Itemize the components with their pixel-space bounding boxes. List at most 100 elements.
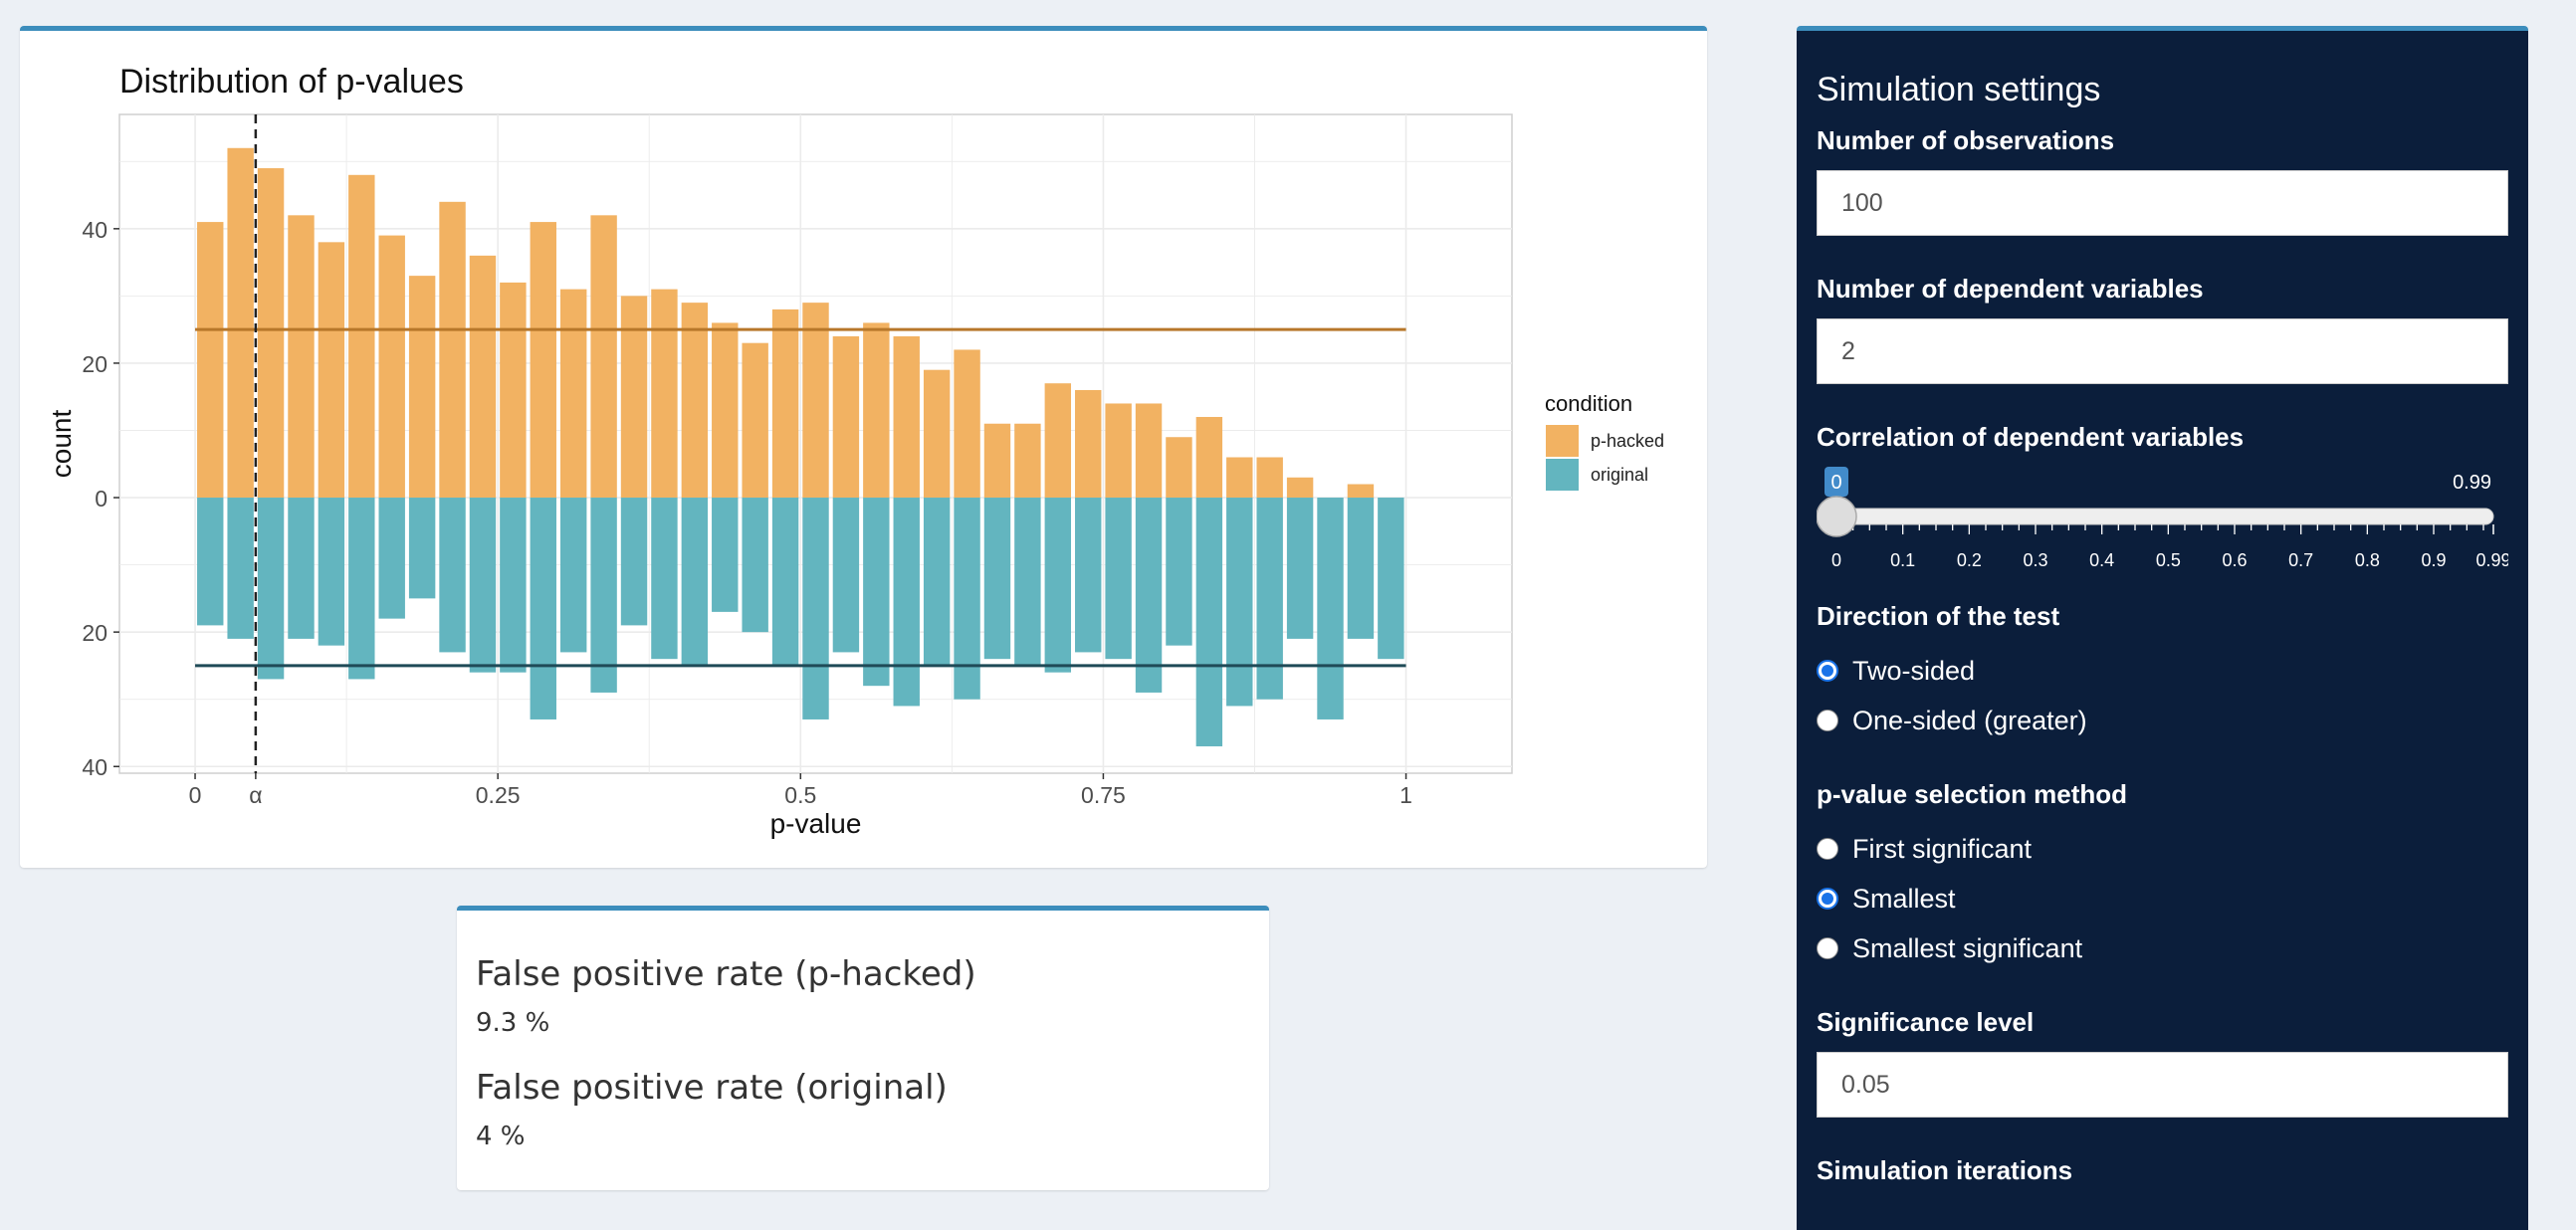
bar-original bbox=[378, 498, 405, 619]
bar-p-hacked bbox=[469, 255, 497, 499]
x-axis-label: p-value bbox=[770, 808, 862, 839]
alpha-label: Significance level bbox=[1817, 1007, 2035, 1037]
slider-handle[interactable] bbox=[1816, 496, 1857, 537]
bar-original bbox=[1256, 498, 1283, 700]
y-axis-label: count bbox=[46, 410, 77, 479]
bar-p-hacked bbox=[742, 342, 768, 499]
bar-original bbox=[559, 498, 587, 653]
y-tick-label: 40 bbox=[82, 217, 107, 243]
x-tick-label: 0.25 bbox=[476, 782, 521, 808]
radio-button[interactable] bbox=[1817, 937, 1838, 959]
method-option-label: Smallest significant bbox=[1852, 932, 2083, 963]
slider-tick-label: 0.99 bbox=[2475, 550, 2508, 570]
radio-button[interactable] bbox=[1817, 660, 1838, 682]
bar-original bbox=[802, 498, 829, 719]
bar-p-hacked bbox=[288, 215, 315, 499]
bar-p-hacked bbox=[559, 289, 587, 499]
bar-p-hacked bbox=[348, 174, 375, 499]
method-label: p-value selection method bbox=[1817, 779, 2128, 809]
corr-label: Correlation of dependent variables bbox=[1817, 422, 2245, 452]
bar-p-hacked bbox=[771, 308, 799, 499]
bar-p-hacked bbox=[439, 201, 466, 499]
bar-original bbox=[620, 498, 648, 626]
legend-swatch bbox=[1546, 459, 1579, 491]
bar-original bbox=[681, 498, 709, 666]
direction-options: Two-sided One-sided (greater) bbox=[1817, 646, 2508, 745]
bar-original bbox=[288, 498, 315, 639]
bar-p-hacked bbox=[832, 335, 860, 499]
pvalue-histogram: Distribution of p-values 40 20 0 20 40 0 α 0.25 0… bbox=[46, 63, 1664, 839]
bar-original bbox=[318, 498, 345, 646]
corr-slider[interactable]: 0 0.99 0 0.1 0.2 0.3 0.4 0.5 0.6 0.7 0.8 0.9 0.99 bbox=[1816, 467, 2511, 581]
y-tick-label: 0 bbox=[95, 486, 107, 512]
slider-max-label: 0.99 bbox=[2453, 472, 2491, 494]
bar-p-hacked bbox=[318, 242, 345, 499]
bar-original bbox=[1286, 498, 1314, 639]
bar-p-hacked bbox=[1075, 389, 1102, 499]
false-positive-panel: False positive rate (p-hacked) 9.3 % Fal… bbox=[457, 906, 1269, 1190]
original-rate-value: 4 % bbox=[476, 1122, 526, 1151]
bar-p-hacked bbox=[863, 322, 890, 499]
bar-original bbox=[1044, 498, 1072, 673]
method-option[interactable]: Smallest significant bbox=[1817, 923, 2508, 973]
n-dv-input[interactable]: 2 bbox=[1817, 318, 2508, 384]
bar-p-hacked bbox=[893, 335, 920, 499]
bar-original bbox=[1347, 498, 1375, 639]
bar-original bbox=[771, 498, 799, 666]
radio-button[interactable] bbox=[1817, 710, 1838, 731]
n-obs-input[interactable]: 100 bbox=[1817, 170, 2508, 236]
method-option[interactable]: Smallest bbox=[1817, 874, 2508, 923]
n-dv-label: Number of dependent variables bbox=[1817, 274, 2204, 304]
original-rate-label: False positive rate (original) bbox=[476, 1068, 948, 1108]
settings-title: Simulation settings bbox=[1817, 71, 2101, 108]
bar-p-hacked bbox=[500, 282, 527, 499]
hacked-rate-label: False positive rate (p-hacked) bbox=[476, 954, 976, 994]
method-option-label: Smallest bbox=[1852, 883, 1956, 914]
bar-original bbox=[832, 498, 860, 653]
bar-p-hacked bbox=[620, 296, 648, 499]
bar-original bbox=[923, 498, 951, 666]
bar-p-hacked bbox=[1286, 477, 1314, 499]
bar-original bbox=[954, 498, 980, 700]
bar-p-hacked bbox=[378, 235, 405, 499]
bar-original bbox=[893, 498, 920, 707]
method-group: p-value selection method First significa… bbox=[1817, 779, 2508, 973]
bar-original bbox=[1226, 498, 1253, 707]
slider-tick-label: 0.6 bbox=[2222, 550, 2247, 570]
bar-p-hacked bbox=[712, 322, 739, 499]
bar-original bbox=[651, 498, 678, 660]
y-tick-label: 40 bbox=[82, 754, 107, 780]
bar-original bbox=[1105, 498, 1132, 660]
y-tick-label: 20 bbox=[82, 351, 107, 377]
direction-option-label: One-sided (greater) bbox=[1852, 705, 2087, 735]
x-tick-label: 1 bbox=[1399, 782, 1412, 808]
bar-original bbox=[1014, 498, 1041, 666]
plot-panel: Distribution of p-values 40 20 0 20 40 0 α 0.25 0… bbox=[20, 26, 1707, 868]
bar-original bbox=[590, 498, 617, 693]
slider-tick-label: 0.8 bbox=[2355, 550, 2380, 570]
legend-label: original bbox=[1591, 465, 1648, 485]
bar-p-hacked bbox=[1105, 403, 1132, 499]
bar-original bbox=[1075, 498, 1102, 653]
slider-value-label: 0 bbox=[1830, 472, 1841, 494]
chart-title: Distribution of p-values bbox=[119, 63, 464, 101]
method-option[interactable]: First significant bbox=[1817, 824, 2508, 874]
bar-original bbox=[348, 498, 375, 680]
bar-original bbox=[712, 498, 739, 612]
radio-button[interactable] bbox=[1817, 888, 1838, 910]
bar-original bbox=[469, 498, 497, 673]
radio-button[interactable] bbox=[1817, 838, 1838, 860]
bar-original bbox=[863, 498, 890, 687]
bar-p-hacked bbox=[1195, 416, 1223, 499]
alpha-input[interactable]: 0.05 bbox=[1817, 1052, 2508, 1118]
slider-tick-label: 0.2 bbox=[1957, 550, 1982, 570]
x-tick-label: α bbox=[249, 782, 262, 808]
x-tick-label: 0 bbox=[189, 782, 202, 808]
n-obs-label: Number of observations bbox=[1817, 125, 2115, 155]
bar-original bbox=[408, 498, 436, 599]
bar-p-hacked bbox=[530, 222, 556, 499]
direction-option[interactable]: Two-sided bbox=[1817, 646, 2508, 696]
bar-p-hacked bbox=[1256, 457, 1283, 499]
direction-option[interactable]: One-sided (greater) bbox=[1817, 696, 2508, 745]
bar-p-hacked bbox=[1347, 484, 1375, 499]
